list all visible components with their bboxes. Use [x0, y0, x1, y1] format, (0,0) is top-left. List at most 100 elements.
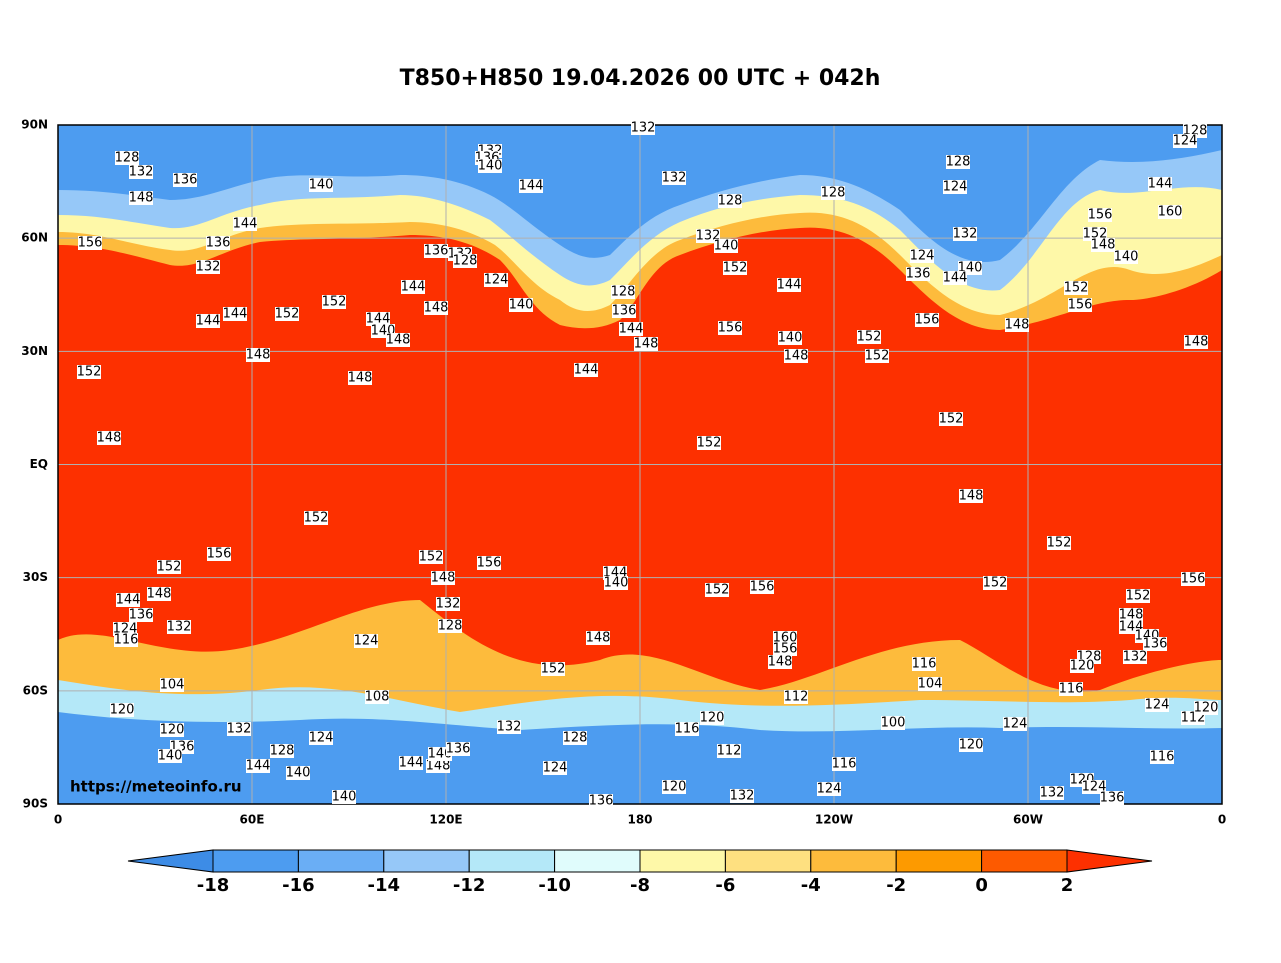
colorbar-swatch: [724, 849, 812, 873]
contour-label: 152: [1064, 281, 1089, 296]
contour-label: 136: [129, 608, 154, 623]
contour-label-bg: [912, 657, 936, 671]
contour-label-bg: [563, 731, 587, 745]
contour-label-bg: [662, 780, 686, 794]
x-tick-label: 60E: [240, 813, 265, 827]
contour-label: 132: [227, 722, 252, 737]
contour-label: 152: [705, 583, 730, 598]
contour-label-bg: [147, 587, 171, 601]
contour-label: 136: [173, 173, 198, 188]
contour-label: 152: [1047, 536, 1072, 551]
contour-label-bg: [541, 662, 565, 676]
contour-label-bg: [173, 173, 197, 187]
contour-label: 140: [604, 576, 629, 591]
contour-label-bg: [196, 260, 220, 274]
contour-label: 140: [509, 298, 534, 313]
contour-label: 156: [1088, 208, 1113, 223]
contour-label-bg: [918, 677, 942, 691]
contour-label-bg: [114, 633, 138, 647]
contour-label: 124: [817, 782, 842, 797]
contour-label: 152: [275, 307, 300, 322]
contour-label-bg: [113, 622, 137, 636]
contour-label: 128: [115, 151, 140, 166]
contour-label-bg: [631, 121, 655, 135]
contour-label: 128: [611, 285, 636, 300]
contour-label-bg: [697, 436, 721, 450]
contour-label: 132: [631, 121, 656, 136]
contour-label: 156: [78, 236, 103, 251]
contour-label: 156: [207, 547, 232, 562]
contour-label-bg: [777, 278, 801, 292]
contour-label-bg: [574, 363, 598, 377]
contour-label-bg: [1150, 750, 1174, 764]
contour-label: 128: [718, 194, 743, 209]
x-tick-label: 0: [54, 813, 62, 827]
contour-label-bg: [233, 217, 257, 231]
colorbar-extend-low: [127, 849, 214, 873]
contour-label-bg: [365, 690, 389, 704]
contour-label-bg: [718, 194, 742, 208]
map-title: T850+H850 19.04.2026 00 UTC + 042h: [400, 66, 881, 91]
contour-label-bg: [589, 794, 613, 808]
contour-label: 152: [322, 295, 347, 310]
contour-label: 156: [773, 642, 798, 657]
contour-label-bg: [723, 261, 747, 275]
contour-label-bg: [446, 742, 470, 756]
contour-label: 152: [304, 511, 329, 526]
x-tick-label: 180: [627, 813, 652, 827]
contour-label-bg: [1100, 791, 1124, 805]
colorbar-label: -4: [801, 875, 821, 896]
y-tick-label: 60S: [23, 683, 48, 697]
contour-label-bg: [1119, 608, 1143, 622]
contour-label: 148: [129, 191, 154, 206]
contour-label-bg: [1145, 698, 1169, 712]
contour-label-bg: [1003, 717, 1027, 731]
contour-label-bg: [1184, 335, 1208, 349]
contour-label-bg: [129, 608, 153, 622]
colorbar-swatch: [554, 849, 641, 873]
contour-label-bg: [953, 227, 977, 241]
contour-label: 132: [1123, 650, 1148, 665]
contour-label-bg: [714, 239, 738, 253]
contour-label-bg: [865, 349, 889, 363]
contour-label-bg: [943, 271, 967, 285]
contour-label: 128: [946, 155, 971, 170]
contour-label: 108: [365, 690, 390, 705]
contour-label: 152: [983, 576, 1008, 591]
contour-label: 152: [865, 349, 890, 364]
contour-label-bg: [1126, 589, 1150, 603]
contour-label: 152: [939, 412, 964, 427]
contour-label: 128: [563, 731, 588, 746]
contour-label: 132: [196, 260, 221, 275]
contour-label: 116: [114, 633, 139, 648]
contour-label: 152: [857, 330, 882, 345]
contour-label: 144: [233, 217, 258, 232]
contour-label: 160: [1158, 205, 1183, 220]
contour-label: 140: [478, 159, 503, 174]
colorbar-label: -18: [197, 875, 230, 896]
x-tick-label: 0: [1218, 813, 1226, 827]
contour-label: 156: [1181, 572, 1206, 587]
contour-label: 156: [1068, 298, 1093, 313]
contour-label: 100: [881, 716, 906, 731]
contour-label: 140: [332, 790, 357, 805]
contour-label-bg: [206, 236, 230, 250]
contour-label-bg: [424, 244, 448, 258]
contour-label-bg: [438, 619, 462, 633]
contour-label: 116: [675, 722, 700, 737]
contour-label: 144: [196, 314, 221, 329]
contour-label: 144: [619, 322, 644, 337]
contour-label: 136: [1143, 637, 1168, 652]
y-tick-label: 90S: [23, 797, 48, 811]
contour-label-bg: [157, 560, 181, 574]
contour-label: 128: [438, 619, 463, 634]
contour-label: 152: [77, 365, 102, 380]
contour-label: 136: [589, 794, 614, 809]
contour-label-bg: [110, 703, 134, 717]
contour-label-bg: [1059, 682, 1083, 696]
contour-label: 148: [147, 587, 172, 602]
contour-label-bg: [322, 295, 346, 309]
contour-label: 124: [1145, 698, 1170, 713]
contour-label-bg: [399, 756, 423, 770]
contour-label: 104: [160, 678, 185, 693]
